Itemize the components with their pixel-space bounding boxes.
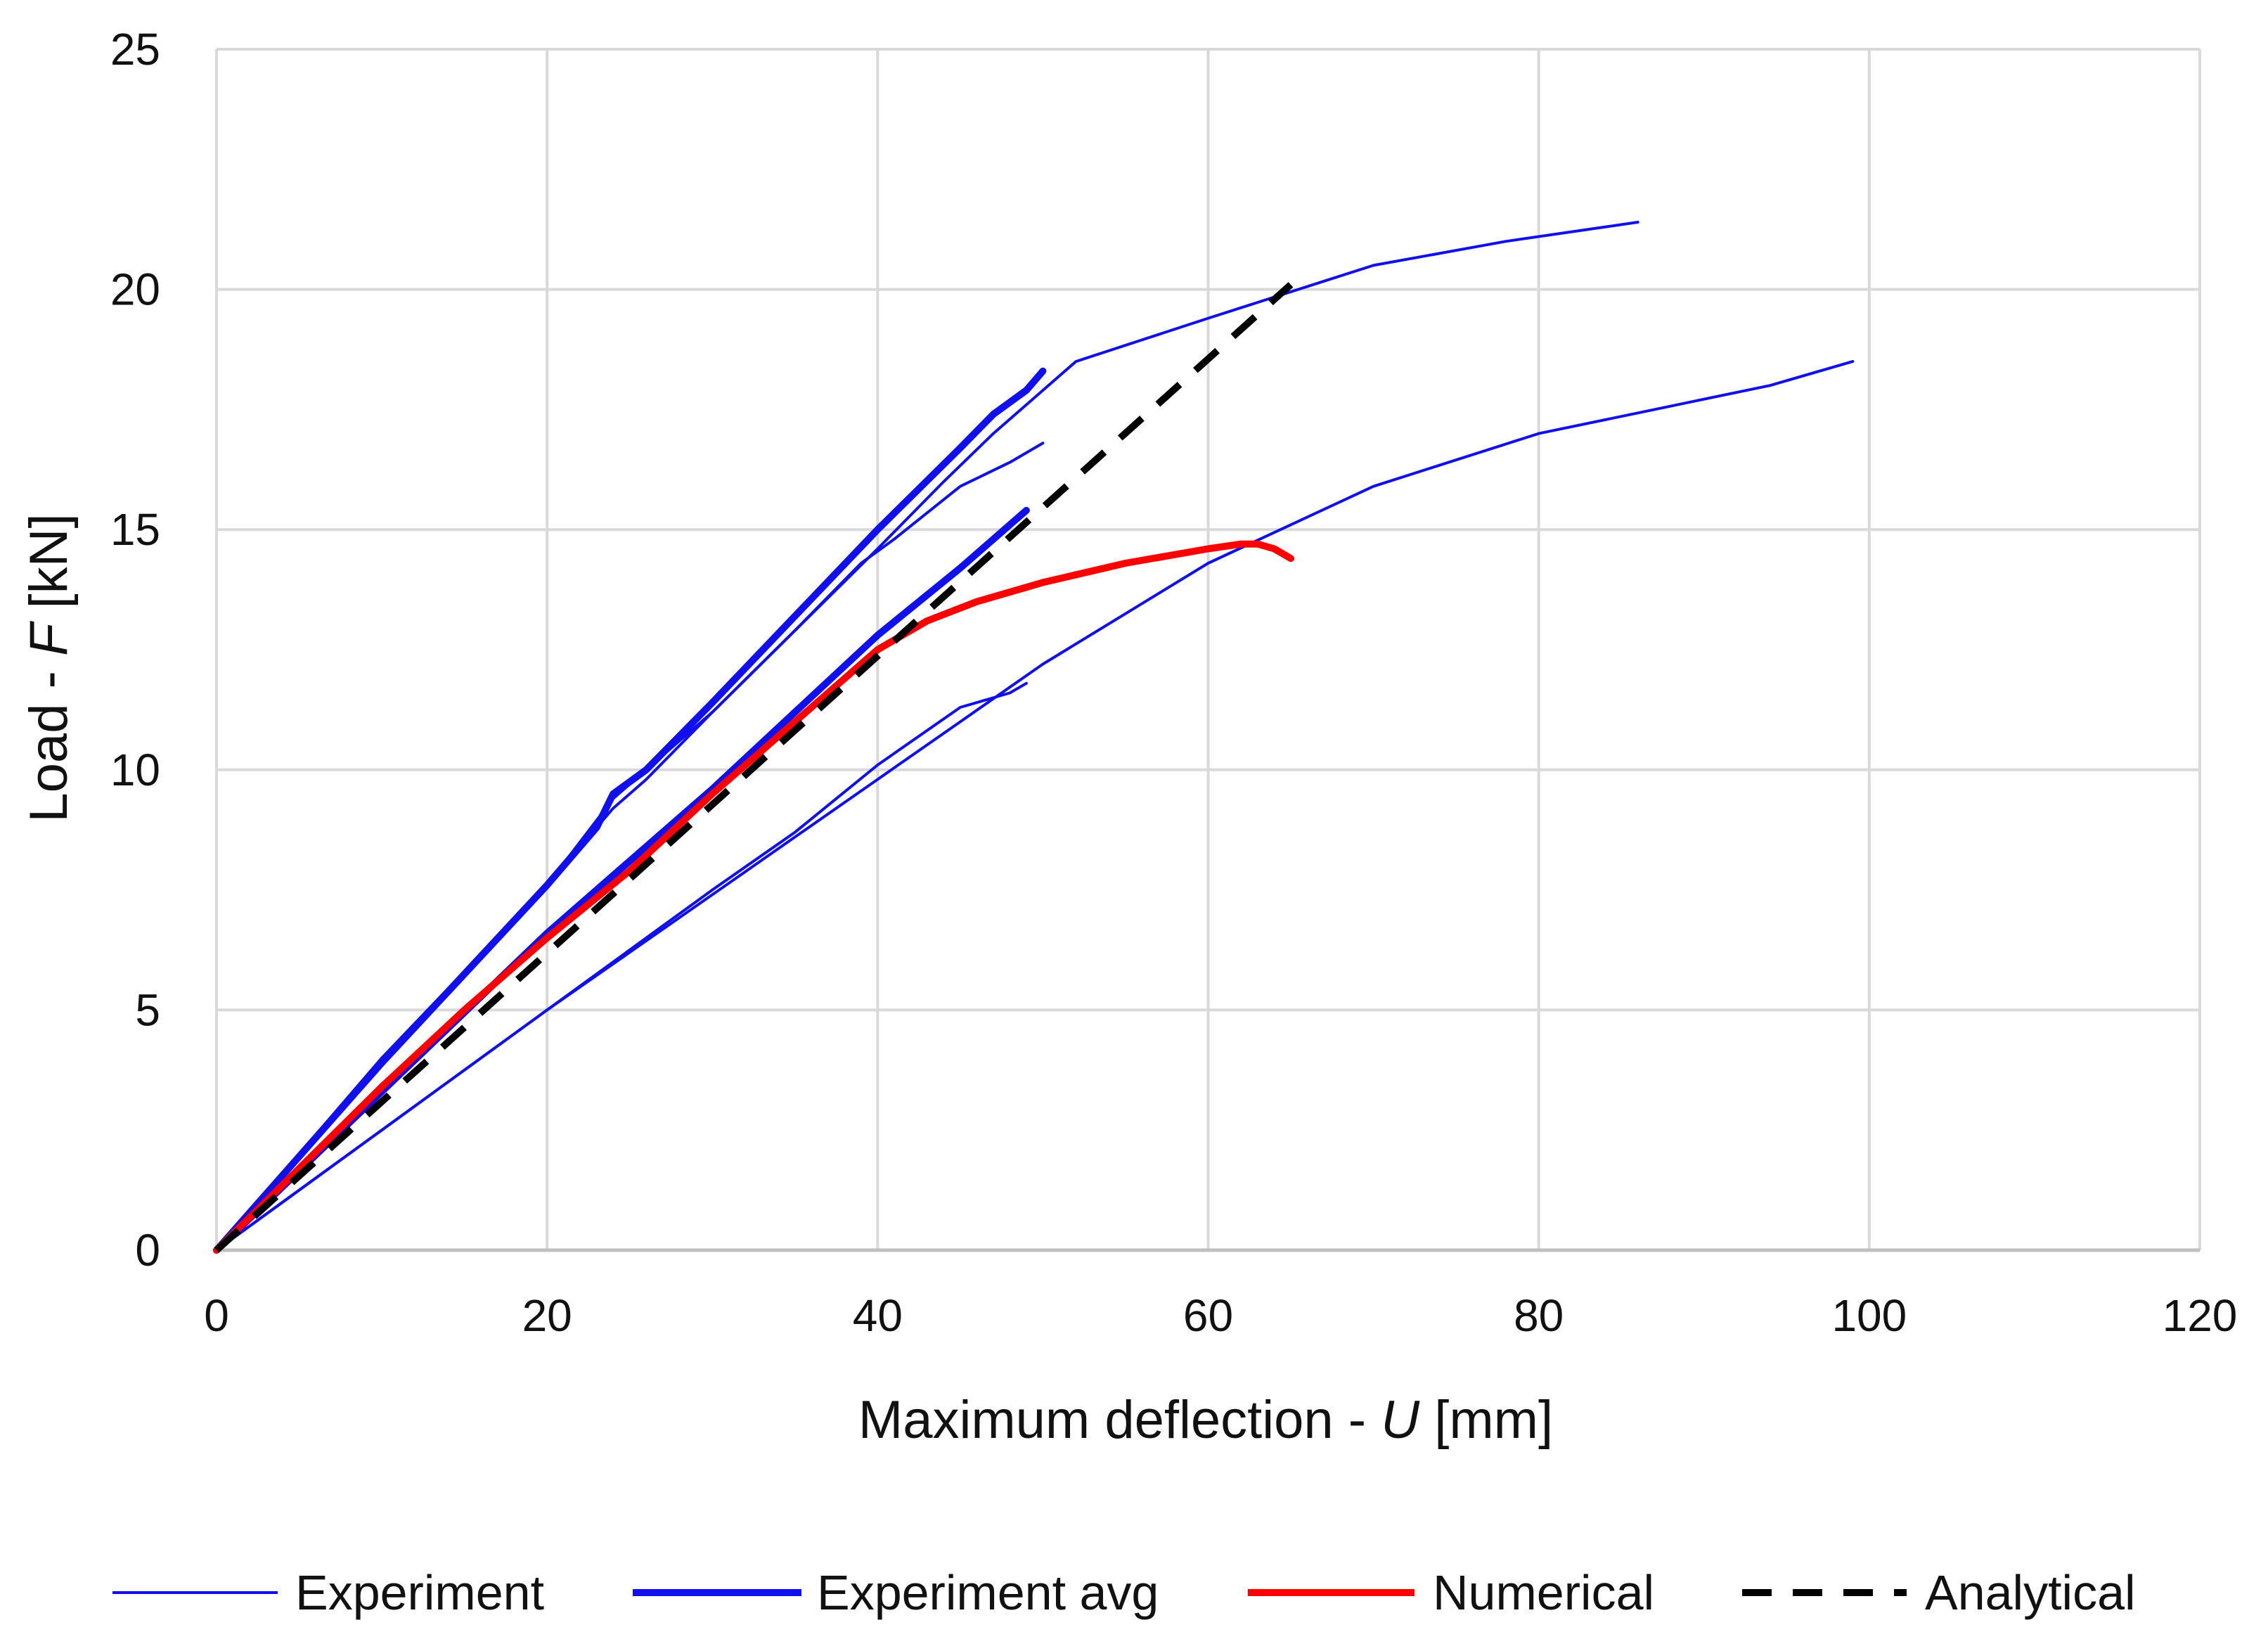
y-tick-label: 10 — [110, 745, 160, 795]
legend-label-numerical: Numerical — [1433, 1565, 1654, 1620]
y-tick-label: 20 — [110, 264, 160, 315]
x-axis-title-prefix: Maximum deflection - — [858, 1390, 1381, 1450]
legend-item-numerical: Numerical — [1248, 1565, 1654, 1620]
x-tick-label: 40 — [853, 1290, 903, 1341]
legend-label-experiment: Experiment — [295, 1565, 544, 1620]
legend-label-experiment-avg: Experiment avg — [817, 1565, 1159, 1620]
legend: Experiment Experiment avg Numerical Anal… — [112, 1565, 2136, 1620]
x-axis-title-var: U — [1381, 1390, 1420, 1450]
y-tick-label: 0 — [135, 1225, 160, 1275]
series-line-experiment-avg — [213, 367, 1047, 1254]
series-layer — [213, 221, 1855, 1254]
y-axis-title: Load - F [kN] — [19, 513, 79, 822]
y-axis-title-suffix: [kN] — [19, 513, 79, 623]
tick-labels: 0 20 40 60 80 100 120 0 5 10 15 20 25 — [110, 24, 2238, 1341]
series-line-numerical — [213, 540, 1294, 1254]
y-axis-title-prefix: Load - — [19, 656, 79, 823]
legend-item-experiment: Experiment — [112, 1565, 544, 1620]
y-axis-title-var: F — [19, 621, 79, 656]
legend-item-analytical: Analytical — [1742, 1565, 2136, 1620]
x-tick-label: 80 — [1514, 1290, 1564, 1341]
y-tick-label: 25 — [110, 24, 160, 75]
x-tick-label: 120 — [2163, 1290, 2238, 1341]
y-tick-label: 5 — [135, 984, 160, 1035]
x-tick-label: 100 — [1831, 1290, 1907, 1341]
x-axis-title-suffix: [mm] — [1419, 1390, 1553, 1450]
y-tick-label: 15 — [110, 504, 160, 555]
x-axis-title: Maximum deflection - U [mm] — [858, 1390, 1553, 1450]
x-tick-label: 0 — [204, 1290, 229, 1341]
x-tick-label: 20 — [522, 1290, 572, 1341]
legend-label-analytical: Analytical — [1925, 1565, 2136, 1620]
series-line-experiment — [215, 681, 1028, 1252]
x-tick-label: 60 — [1183, 1290, 1233, 1341]
series-line-analytical — [214, 282, 1294, 1253]
legend-item-experiment-avg: Experiment avg — [633, 1565, 1159, 1620]
